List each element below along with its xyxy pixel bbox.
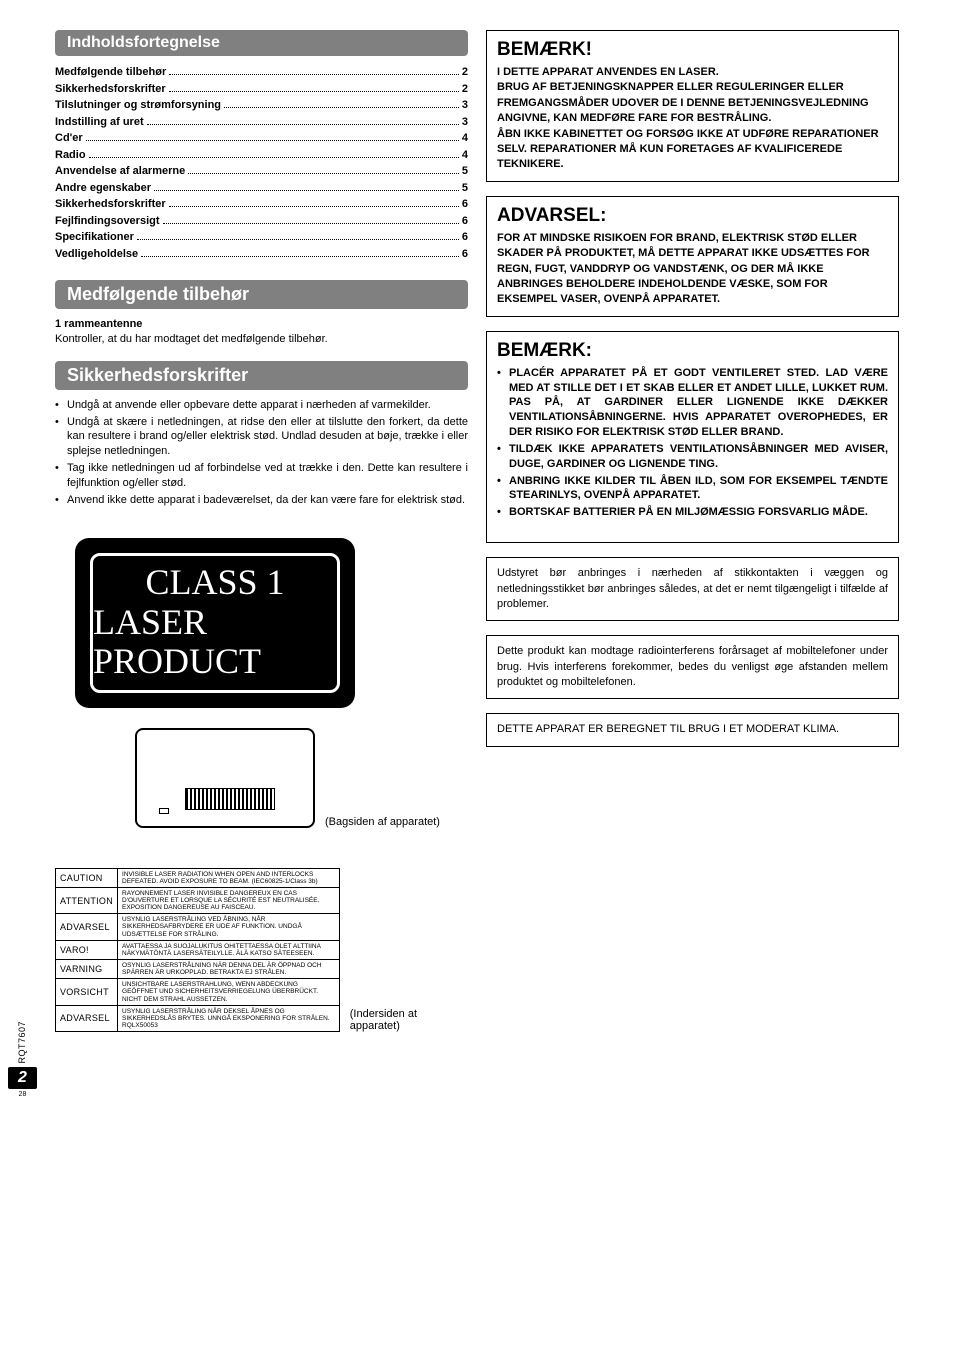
interference-note-box: Dette produkt kan modtage radiointerfere… (486, 635, 899, 699)
page-footer: RQT7607 2 28 (8, 1021, 37, 1099)
climate-note: DETTE APPARAT ER BEREGNET TIL BRUG I ET … (497, 722, 888, 737)
safety-list: Undgå at anvende eller opbevare dette ap… (55, 398, 468, 508)
safety-item: Tag ikke netledningen ud af forbindelse … (55, 461, 468, 491)
caution-head: CAUTION (56, 868, 118, 887)
safety-item: Undgå at skære i netledningen, at ridse … (55, 415, 468, 460)
toc-row: Fejlfindingsoversigt6 (55, 213, 468, 230)
document-code: RQT7607 (17, 1021, 27, 1064)
note-ventilation-title: BEMÆRK: (497, 340, 888, 362)
back-caption: (Bagsiden af apparatet) (325, 816, 440, 828)
laser-product-label: CLASS 1 LASER PRODUCT (75, 538, 355, 708)
safety-item: Anvend ikke dette apparat i badeværelset… (55, 493, 468, 508)
safety-header: Sikkerhedsforskrifter (55, 361, 468, 390)
note-item: ANBRING IKKE KILDER TIL ÅBEN ILD, SOM FO… (497, 474, 888, 504)
note-laser-title: BEMÆRK! (497, 39, 888, 61)
note-ventilation-list: PLACÉR APPARATET PÅ ET GODT VENTILERET S… (497, 366, 888, 520)
note-ventilation-box: BEMÆRK: PLACÉR APPARATET PÅ ET GODT VENT… (486, 331, 899, 543)
toc-row: Cd'er4 (55, 130, 468, 147)
toc-row: Sikkerhedsforskrifter2 (55, 81, 468, 98)
caution-label-table: CAUTIONINVISIBLE LASER RADIATION WHEN OP… (55, 868, 340, 1033)
check-text: Kontroller, at du har modtaget det medfø… (55, 333, 328, 345)
toc-row: Andre egenskaber5 (55, 180, 468, 197)
toc-header: Indholdsfortegnelse (55, 30, 468, 56)
toc-row: Vedligeholdelse6 (55, 246, 468, 263)
toc-row: Indstilling af uret3 (55, 114, 468, 131)
note-item: BORTSKAF BATTERIER PÅ EN MILJØMÆSSIG FOR… (497, 505, 888, 520)
device-back-illustration (135, 728, 315, 828)
toc-row: Tilslutninger og strømforsyning3 (55, 97, 468, 114)
laser-line1: CLASS 1 (145, 563, 284, 603)
placement-note-box: Udstyret bør anbringes i nærheden af sti… (486, 557, 899, 621)
toc-row: Medfølgende tilbehør 2 (55, 64, 468, 81)
toc-row: Radio4 (55, 147, 468, 164)
ram-antenna-title: 1 rammeantenne (55, 318, 142, 330)
note-laser-body: I DETTE APPARAT ANVENDES EN LASER. BRUG … (497, 65, 888, 173)
sub-page-number: 28 (19, 1091, 27, 1098)
climate-note-box: DETTE APPARAT ER BEREGNET TIL BRUG I ET … (486, 713, 899, 746)
toc-page: 2 (462, 64, 468, 81)
caution-body: INVISIBLE LASER RADIATION WHEN OPEN AND … (118, 868, 340, 887)
note-laser-box: BEMÆRK! I DETTE APPARAT ANVENDES EN LASE… (486, 30, 899, 182)
interference-note: Dette produkt kan modtage radiointerfere… (497, 644, 888, 690)
toc-row: Specifikationer6 (55, 229, 468, 246)
toc-list: Medfølgende tilbehør 2 Sikkerhedsforskrif… (55, 64, 468, 262)
laser-line2: LASER PRODUCT (93, 603, 337, 682)
accessories-header: Medfølgende tilbehør (55, 280, 468, 309)
inside-caption: (Indersiden at apparatet) (350, 1008, 468, 1032)
toc-row: Anvendelse af alarmerne5 (55, 163, 468, 180)
warning-title: ADVARSEL: (497, 205, 888, 227)
toc-row: Sikkerhedsforskrifter6 (55, 196, 468, 213)
warning-body: FOR AT MINDSKE RISIKOEN FOR BRAND, ELEKT… (497, 231, 888, 308)
toc-label: Medfølgende tilbehør (55, 64, 166, 81)
safety-item: Undgå at anvende eller opbevare dette ap… (55, 398, 468, 413)
note-item: PLACÉR APPARATET PÅ ET GODT VENTILERET S… (497, 366, 888, 440)
warning-box: ADVARSEL: FOR AT MINDSKE RISIKOEN FOR BR… (486, 196, 899, 317)
note-item: TILDÆK IKKE APPARATETS VENTILATIONSÅBNIN… (497, 442, 888, 472)
placement-note: Udstyret bør anbringes i nærheden af sti… (497, 566, 888, 612)
page-number-badge: 2 (8, 1067, 37, 1089)
